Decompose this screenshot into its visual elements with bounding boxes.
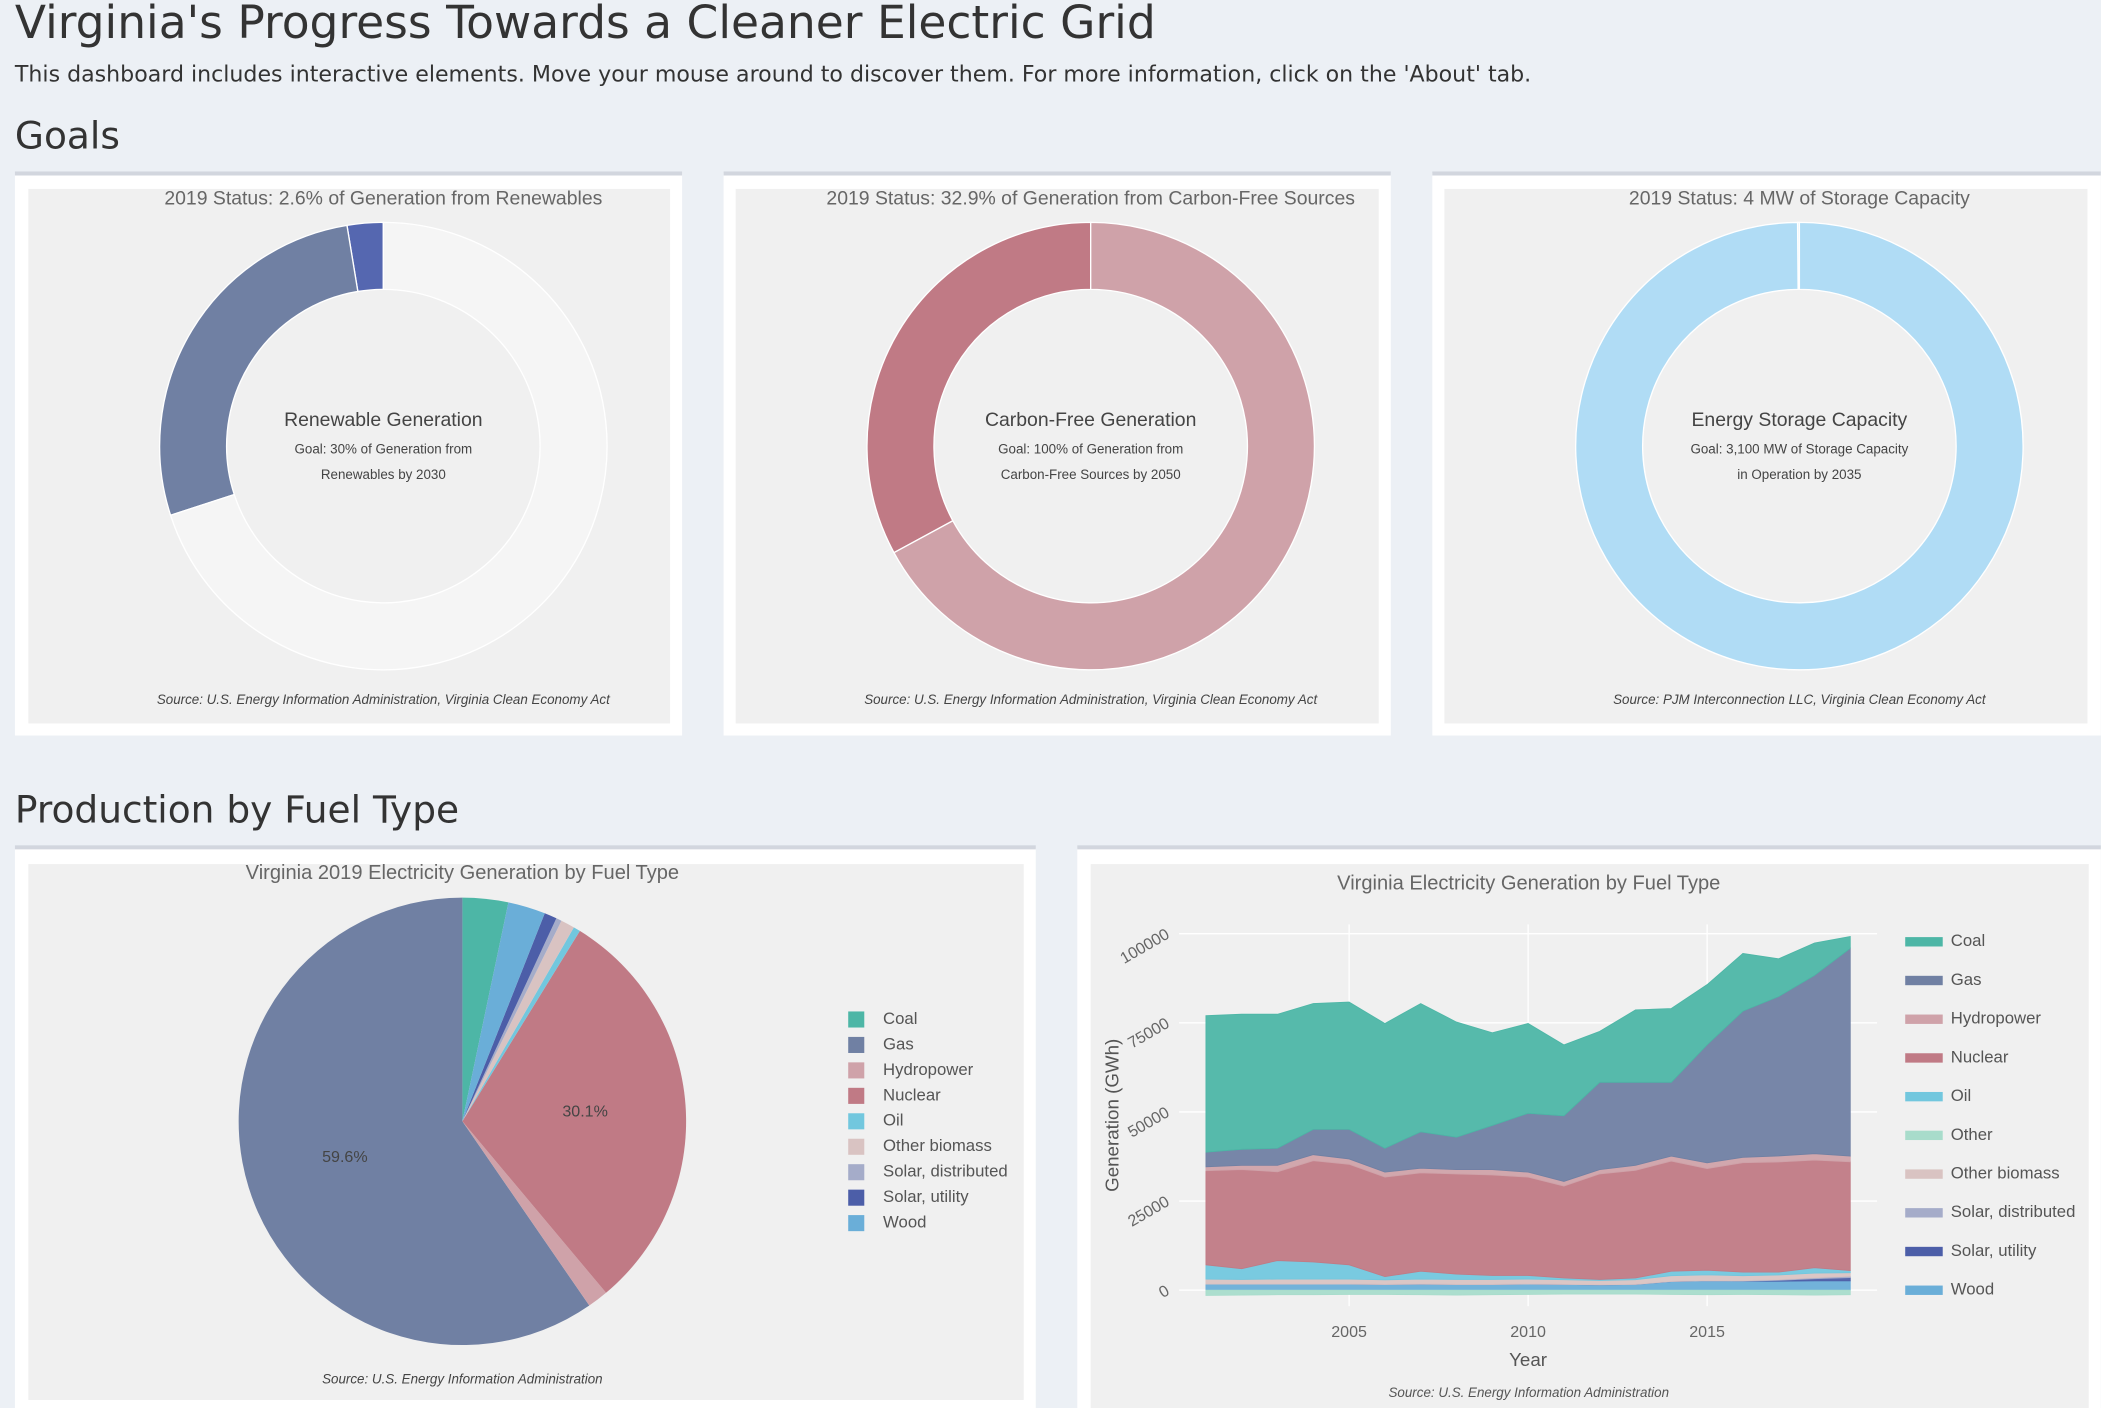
goal-text: in Operation by 2035 xyxy=(1737,467,1861,482)
chart-title: Virginia Electricity Generation by Fuel … xyxy=(1337,872,1720,894)
data-label: 59.6% xyxy=(322,1148,368,1166)
card-border xyxy=(1432,171,2101,176)
x-tick-label: 2015 xyxy=(1689,1323,1725,1341)
donut-segment xyxy=(1574,221,2024,671)
legend-label: Hydropower xyxy=(1951,1009,2042,1028)
legend-swatch xyxy=(1905,937,1943,947)
pie-slice xyxy=(462,897,509,1122)
legend-swatch xyxy=(1905,1246,1943,1257)
legend-swatch xyxy=(848,1087,865,1104)
x-tick-label: 2010 xyxy=(1510,1323,1546,1341)
chart-title: 2019 Status: 4 MW of Storage Capacity xyxy=(1629,188,1970,210)
legend-label: Nuclear xyxy=(1951,1047,2009,1066)
legend-label: Wood xyxy=(883,1213,926,1232)
section-heading: Production by Fuel Type xyxy=(15,787,459,831)
legend-swatch xyxy=(848,1011,865,1028)
donut-segment xyxy=(169,221,608,671)
center-title: Energy Storage Capacity xyxy=(1692,409,1908,431)
legend-swatch xyxy=(848,1189,865,1206)
source-note: Source: U.S. Energy Information Administ… xyxy=(1389,1385,1670,1400)
pie-slice xyxy=(462,913,557,1122)
legend-label: Hydropower xyxy=(883,1060,974,1079)
y-axis-title: Generation (GWh) xyxy=(1101,1039,1122,1192)
source-note: Source: U.S. Energy Information Administ… xyxy=(157,692,611,707)
legend-label: Other xyxy=(1951,1125,1993,1144)
donut-segment xyxy=(158,224,359,517)
legend-label: Wood xyxy=(1951,1280,1994,1299)
goal-text: Goal: 30% of Generation from xyxy=(294,442,472,457)
legend-swatch xyxy=(1905,975,1943,986)
legend-label: Coal xyxy=(1951,931,1985,950)
legend-label: Solar, utility xyxy=(1951,1241,2037,1260)
legend-swatch xyxy=(1905,1053,1943,1063)
area-series xyxy=(1205,1159,1851,1280)
legend-label: Oil xyxy=(1951,1086,1971,1105)
pie-slice xyxy=(462,927,580,1122)
chart-title: 2019 Status: 2.6% of Generation from Ren… xyxy=(164,188,602,210)
legend-swatch xyxy=(1905,1091,1943,1102)
x-tick-label: 2005 xyxy=(1331,1323,1367,1341)
legend-swatch xyxy=(1905,1014,1943,1024)
legend-label: Gas xyxy=(1951,970,1982,989)
chart-title: Virginia 2019 Electricity Generation by … xyxy=(246,862,679,884)
legend-label: Nuclear xyxy=(883,1085,941,1104)
legend-swatch xyxy=(1905,1130,1943,1141)
legend-swatch xyxy=(848,1215,865,1232)
legend-label: Solar, distributed xyxy=(883,1162,1008,1181)
pie-slice xyxy=(462,920,574,1122)
area-series xyxy=(1205,936,1851,1153)
data-label: 30.1% xyxy=(562,1103,608,1121)
card-border xyxy=(14,171,683,176)
legend-swatch xyxy=(848,1138,865,1155)
source-note: Source: U.S. Energy Information Administ… xyxy=(864,692,1318,707)
card-border xyxy=(14,845,1036,850)
goal-text: Goal: 100% of Generation from xyxy=(998,442,1183,457)
pie-slice xyxy=(462,918,562,1122)
card-border xyxy=(1077,845,2101,850)
legend-swatch xyxy=(1905,1208,1943,1218)
legend-swatch xyxy=(848,1164,865,1181)
pie-slice xyxy=(462,902,545,1122)
legend-swatch xyxy=(848,1036,865,1053)
x-axis-title: Year xyxy=(1509,1349,1547,1370)
center-title: Carbon-Free Generation xyxy=(985,409,1196,431)
legend-swatch xyxy=(1905,1169,1943,1179)
donut-segment xyxy=(893,221,1316,671)
pie-slice xyxy=(238,897,590,1346)
section-heading: Goals xyxy=(15,113,120,157)
pie-slice xyxy=(462,930,687,1293)
legend-swatch xyxy=(848,1113,865,1130)
legend-label: Coal xyxy=(883,1009,917,1028)
legend-label: Oil xyxy=(883,1111,903,1130)
legend-swatch xyxy=(1905,1285,1943,1295)
source-note: Source: PJM Interconnection LLC, Virgini… xyxy=(1613,692,1987,707)
goal-text: Carbon-Free Sources by 2050 xyxy=(1001,467,1181,482)
area-series xyxy=(1205,1289,1851,1296)
source-note: Source: U.S. Energy Information Administ… xyxy=(322,1371,603,1386)
legend-swatch xyxy=(848,1062,865,1079)
legend-label: Other biomass xyxy=(1951,1164,2060,1183)
legend-label: Solar, distributed xyxy=(1951,1202,2076,1221)
pie-slice xyxy=(462,1121,607,1306)
legend-label: Gas xyxy=(883,1034,914,1053)
legend-label: Other biomass xyxy=(883,1136,992,1155)
page-subtitle: This dashboard includes interactive elem… xyxy=(14,62,1531,88)
chart-title: 2019 Status: 32.9% of Generation from Ca… xyxy=(826,188,1355,210)
page-title: Virginia's Progress Towards a Cleaner El… xyxy=(15,0,1156,49)
center-title: Renewable Generation xyxy=(284,409,483,431)
charts: 2019 Status: 2.6% of Generation from Ren… xyxy=(157,188,2076,1400)
legend-label: Solar, utility xyxy=(883,1187,969,1206)
goal-text: Goal: 3,100 MW of Storage Capacity xyxy=(1690,442,1908,457)
goal-text: Renewables by 2030 xyxy=(321,467,446,482)
donut-segment xyxy=(866,221,1092,554)
card-border xyxy=(723,171,1391,176)
